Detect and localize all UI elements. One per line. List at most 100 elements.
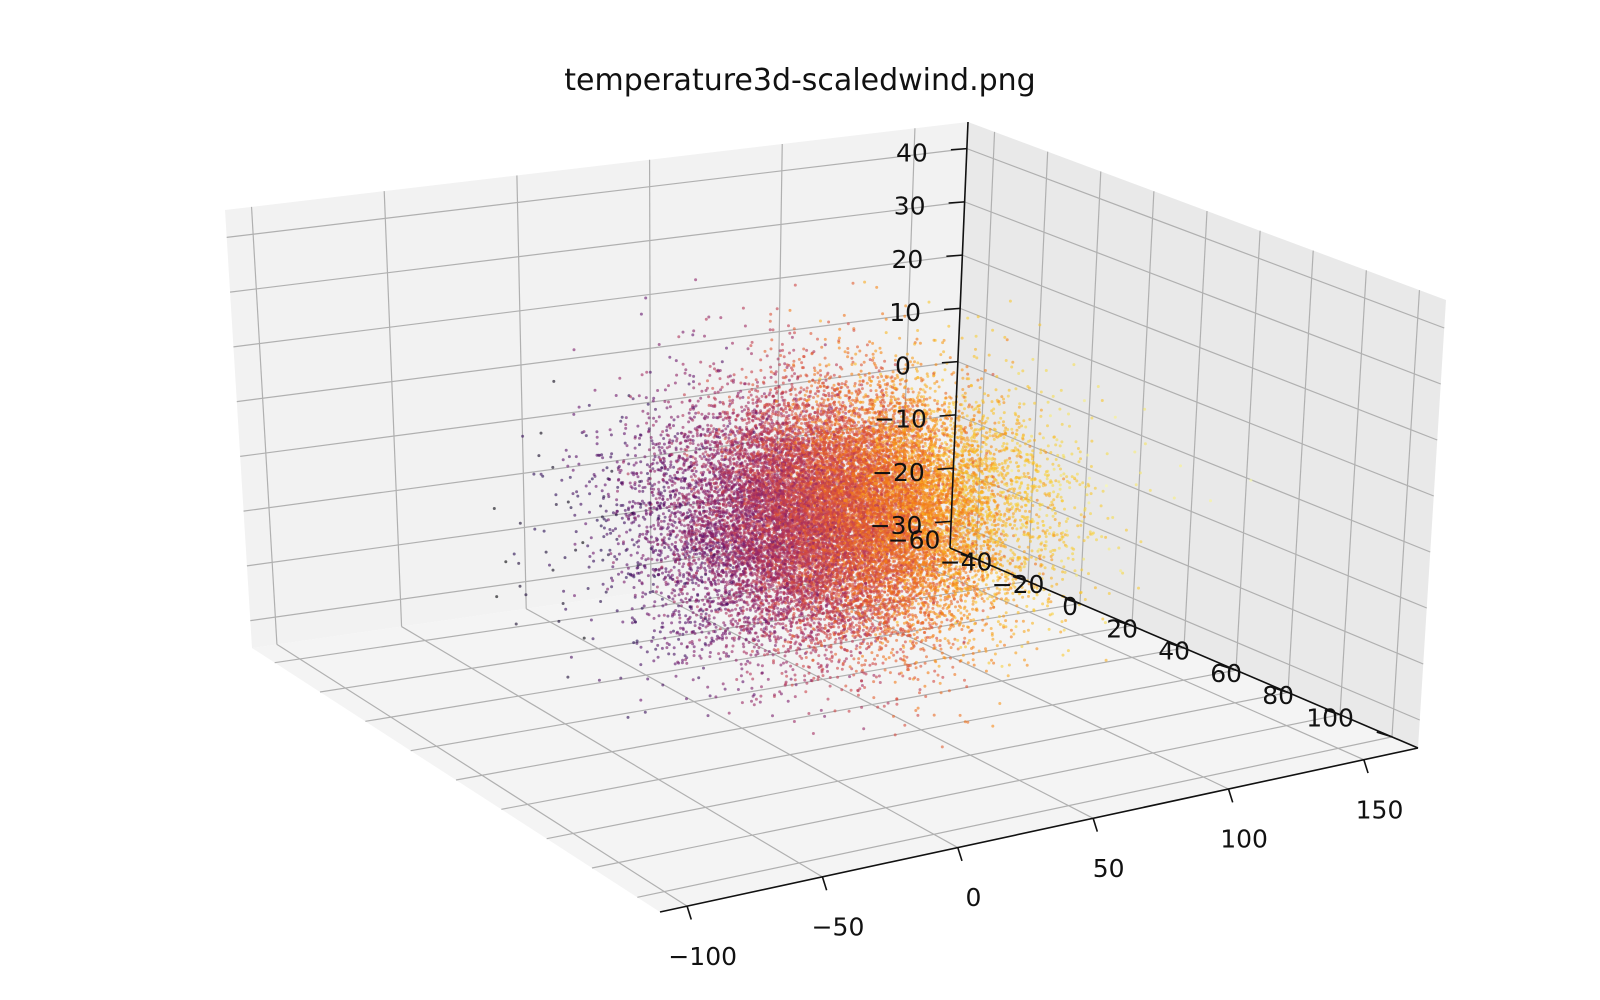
scatter-point — [692, 654, 696, 658]
scatter-point — [708, 655, 712, 659]
scatter-point — [700, 575, 703, 579]
scatter-point — [875, 654, 879, 657]
scatter-point — [813, 373, 817, 376]
scatter-point — [852, 657, 856, 661]
scatter-point — [731, 644, 735, 648]
scatter-point — [967, 625, 970, 629]
scatter-point — [731, 505, 735, 509]
grid-line-z-side — [964, 201, 1441, 385]
scatter-point — [791, 668, 795, 672]
scatter-point — [653, 469, 657, 473]
scatter-point — [660, 646, 664, 650]
scatter-point — [1038, 323, 1042, 327]
scatter-point — [1015, 461, 1018, 465]
scatter-point — [966, 720, 970, 724]
scatter-point — [772, 625, 776, 629]
grid-line-x-back — [516, 175, 527, 609]
scatter-point — [997, 463, 1001, 466]
grid-line-z-side — [955, 414, 1427, 609]
scatter-point — [730, 650, 734, 654]
scatter-point — [852, 327, 856, 331]
scatter-point — [685, 645, 689, 648]
scatter-point — [492, 507, 496, 510]
scatter-point — [755, 649, 759, 653]
scatter-point — [1002, 554, 1006, 558]
scatter-point — [1002, 401, 1006, 405]
grid-line-y-side — [1287, 250, 1314, 693]
scatter-point — [942, 603, 946, 607]
scatter-point — [1058, 483, 1062, 487]
scatter-point — [718, 627, 722, 631]
scatter-point — [838, 407, 842, 411]
scatter-point — [774, 380, 778, 384]
scatter-point — [793, 678, 797, 682]
scatter-point — [816, 407, 820, 411]
scatter-point — [812, 396, 815, 399]
scatter-point — [645, 421, 649, 425]
scatter-point — [846, 322, 850, 326]
scatter-point — [1035, 513, 1039, 517]
scatter-point — [663, 515, 667, 519]
scatter-point — [704, 317, 708, 321]
scatter-point — [798, 391, 802, 395]
scatter-point — [630, 621, 634, 625]
scatter-point — [819, 319, 822, 323]
scatter-point — [744, 662, 748, 666]
chart-title: temperature3d-scaledwind.png — [564, 63, 1035, 98]
scatter-point — [1045, 477, 1049, 481]
scatter-point — [658, 630, 662, 634]
scatter-point — [917, 602, 920, 606]
scatter-point — [693, 512, 697, 516]
scatter-point — [747, 382, 751, 386]
scatter-point — [1015, 527, 1019, 531]
scatter-point — [803, 393, 807, 397]
scatter-point — [668, 438, 672, 442]
scatter-point — [767, 650, 771, 653]
scatter-point — [1079, 457, 1082, 461]
scatter-point — [740, 405, 744, 409]
grid-line-y-floor — [455, 647, 1185, 781]
scatter-point — [970, 405, 974, 409]
scatter-point — [891, 626, 895, 630]
scatter-point — [716, 567, 720, 571]
scatter-point — [790, 683, 794, 687]
scatter-point — [1023, 562, 1027, 566]
scatter-point — [639, 645, 643, 649]
grid-line-x-back — [250, 206, 278, 645]
scatter-point — [1035, 489, 1039, 492]
scatter-point — [945, 434, 949, 438]
scatter-point — [983, 521, 987, 525]
scatter-point — [625, 530, 629, 534]
scatter-point — [574, 530, 578, 534]
scatter-point — [1086, 535, 1090, 539]
scatter-point — [746, 624, 750, 628]
scatter-point — [804, 656, 808, 659]
scatter-point — [609, 455, 613, 459]
scatter-point — [624, 423, 628, 427]
scatter-point — [653, 600, 657, 604]
grid-line-z-side — [957, 361, 1431, 553]
scatter-point — [674, 583, 678, 587]
scatter-point — [724, 607, 727, 611]
grid-line-y-side — [1391, 290, 1421, 737]
scatter-point — [663, 546, 667, 549]
scatter-point — [847, 709, 851, 713]
scatter-point — [793, 331, 796, 335]
scatter-point — [961, 624, 965, 628]
scatter-point — [587, 403, 591, 407]
scatter-point — [606, 553, 610, 557]
scatter-point — [1113, 415, 1117, 419]
scatter-point — [805, 681, 809, 685]
scatter-point — [697, 676, 701, 680]
scatter-point — [959, 611, 963, 615]
scatter-point — [1011, 431, 1014, 435]
scatter-point — [604, 509, 608, 513]
scatter-point — [720, 360, 724, 364]
scatter-point — [936, 399, 940, 403]
scatter-point — [638, 489, 641, 493]
scatter-point — [948, 356, 952, 360]
scatter-point — [771, 714, 774, 718]
scatter-point — [630, 607, 634, 611]
scatter-point — [1020, 562, 1024, 566]
scatter-point — [834, 593, 838, 597]
